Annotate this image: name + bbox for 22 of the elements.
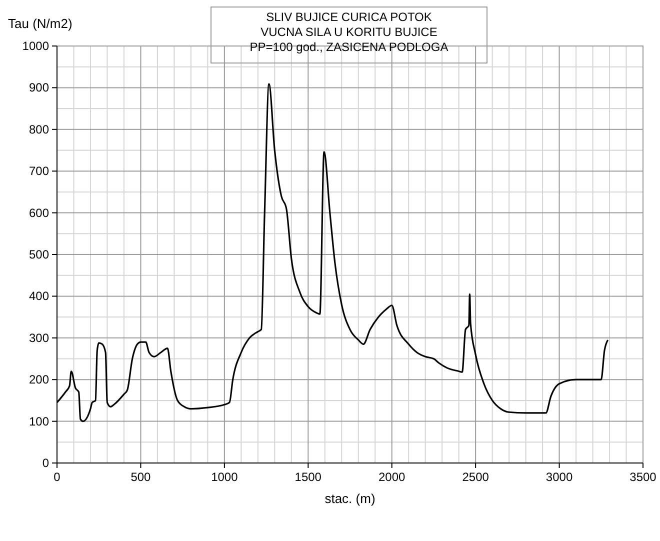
y-tick-label: 0 xyxy=(42,456,50,470)
x-tick-label: 1000 xyxy=(211,470,238,484)
x-tick-label: 3000 xyxy=(546,470,573,484)
y-tick-label: 100 xyxy=(28,414,50,428)
x-axis-title: stac. (m) xyxy=(324,491,376,506)
x-tick-label: 2000 xyxy=(378,470,406,484)
chart-title: SLIV BUJICE CURICA POTOK VUCNA SILA U KORITU BUJICE PP=100 god., ZASICENA PODLOGA xyxy=(250,10,448,54)
x-tick-label: 0 xyxy=(54,470,61,484)
x-tick-label: 1500 xyxy=(294,470,322,484)
y-tick-label: 1000 xyxy=(22,39,50,53)
y-tick-label: 800 xyxy=(28,122,50,136)
y-axis-title: Tau (N/m2) xyxy=(8,16,72,31)
y-tick-label: 400 xyxy=(28,289,50,304)
x-tick-label: 500 xyxy=(130,470,152,484)
y-tick-label: 300 xyxy=(28,330,50,345)
y-tick-label: 200 xyxy=(28,372,50,387)
y-tick-label: 900 xyxy=(28,80,50,95)
x-tick-label: 2500 xyxy=(462,470,490,484)
x-tick-label: 3500 xyxy=(630,470,657,484)
y-tick-label: 600 xyxy=(28,206,50,220)
y-tick-label: 500 xyxy=(28,248,50,262)
y-tick-label: 700 xyxy=(28,164,50,178)
